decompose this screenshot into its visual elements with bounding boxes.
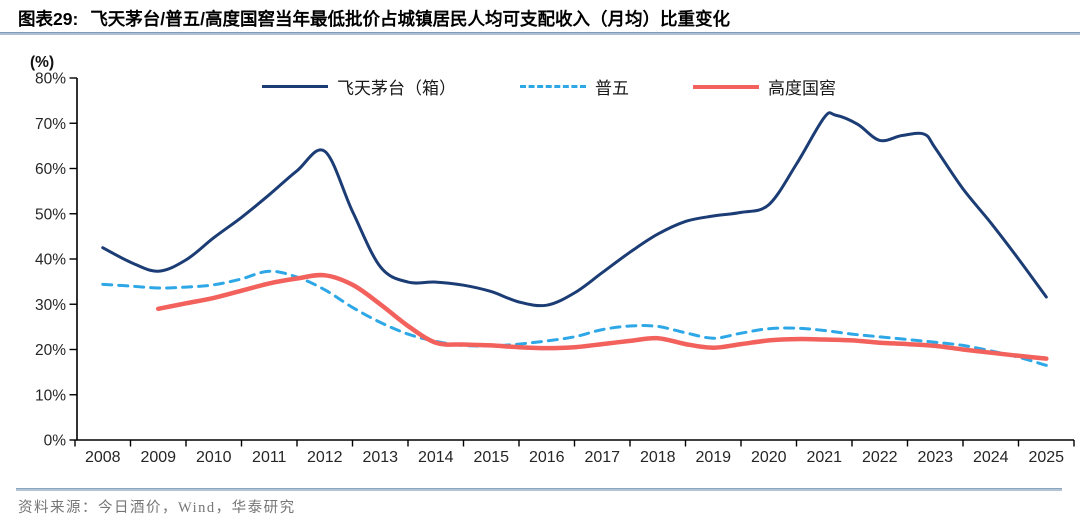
legend-label: 高度国窖 [768, 79, 836, 98]
y-tick-label: 60% [35, 161, 66, 178]
x-tick-label: 2013 [362, 449, 398, 466]
chart-legend: 飞天茅台（箱） 普五 高度国窖 [262, 74, 836, 99]
y-tick-label: 0% [44, 433, 67, 450]
x-tick-label: 2016 [529, 449, 565, 466]
legend-item-gaodu-guojiao: 高度国窖 [693, 74, 836, 99]
legend-item-puwu: 普五 [520, 74, 629, 99]
x-tick-label: 2010 [196, 449, 232, 466]
x-tick-label: 2009 [140, 449, 176, 466]
chart-title-text: 飞天茅台/普五/高度国窖当年最低批价占城镇居民人均可支配收入（月均）比重变化 [90, 9, 731, 29]
x-tick-label: 2022 [862, 449, 898, 466]
x-tick-label: 2024 [973, 449, 1009, 466]
series-line-1 [101, 269, 1048, 367]
y-tick-label: 50% [35, 206, 66, 223]
y-tick-label: 10% [35, 387, 66, 404]
y-tick-label: 70% [35, 116, 66, 133]
footer-divider [16, 488, 1062, 491]
x-tick-label: 2015 [473, 449, 509, 466]
legend-label: 飞天茅台（箱） [337, 79, 456, 98]
x-tick-label: 2020 [751, 449, 787, 466]
source-note: 资料来源：今日酒价，Wind，华泰研究 [18, 500, 296, 516]
x-tick-label: 2025 [1028, 449, 1064, 466]
x-tick-label: 2011 [252, 449, 287, 466]
y-tick-label: 30% [35, 297, 66, 314]
series-line-0 [101, 111, 1048, 308]
y-tick-label: 40% [35, 252, 66, 269]
series-line-2 [156, 272, 1049, 361]
y-axis-unit-label: (%) [30, 54, 55, 71]
legend-line-swatch [693, 84, 759, 89]
chart-title: 图表29: 飞天茅台/普五/高度国窖当年最低批价占城镇居民人均可支配收入（月均）… [18, 6, 730, 31]
legend-line-swatch [262, 85, 328, 88]
x-tick-label: 2018 [640, 449, 676, 466]
legend-line-swatch [520, 85, 586, 88]
legend-label: 普五 [595, 79, 629, 98]
axis-lines [76, 78, 1074, 441]
y-tick-label: 80% [35, 71, 66, 88]
x-tick-label: 2019 [695, 449, 731, 466]
x-tick-label: 2023 [917, 449, 953, 466]
x-tick-label: 2014 [418, 449, 454, 466]
x-tick-label: 2021 [806, 449, 842, 466]
x-tick-label: 2017 [584, 449, 620, 466]
x-tick-label: 2012 [307, 449, 343, 466]
y-tick-label: 20% [35, 342, 66, 359]
title-divider [0, 32, 1080, 35]
chart-title-label: 图表29: [18, 9, 79, 29]
x-tick-label: 2008 [85, 449, 121, 466]
legend-item-feitian-maotai: 飞天茅台（箱） [262, 74, 456, 99]
